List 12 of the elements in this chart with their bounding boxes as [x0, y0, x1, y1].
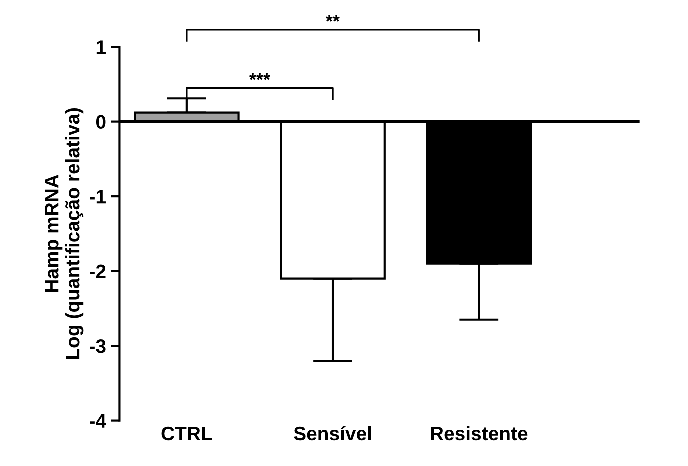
x-tick-label: Sensível [294, 426, 372, 441]
annotation: *** [249, 74, 270, 80]
y-tick-label: -1 [90, 190, 106, 204]
text: ** [326, 15, 340, 22]
y-tick-label: -2 [90, 264, 106, 278]
y-tick-label: 0 [96, 115, 106, 130]
y-tick-label: 1 [96, 40, 106, 54]
y-tick-label: -3 [90, 340, 106, 354]
x-tick-label: CTRL [162, 426, 212, 441]
x-tick-label: Resistente [431, 426, 528, 441]
y-axis-title: Hamp mRNA Log (quantificação relativa) [45, 108, 84, 360]
y-tick-label: -4 [90, 414, 106, 428]
